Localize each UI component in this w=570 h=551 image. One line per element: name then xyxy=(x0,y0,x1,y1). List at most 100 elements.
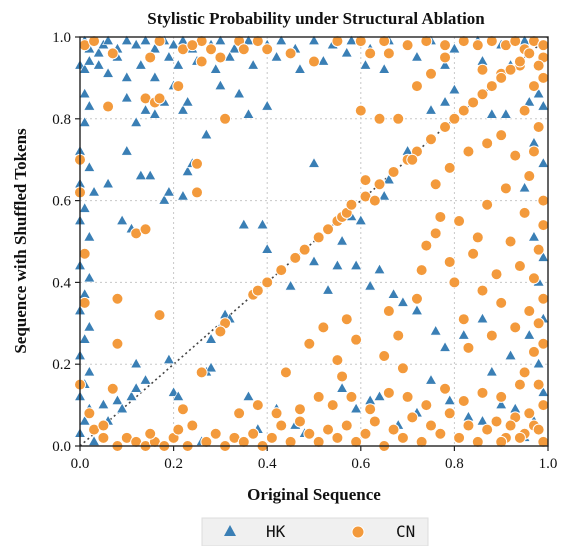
hk-point xyxy=(205,361,217,373)
cn-point xyxy=(443,255,456,268)
x-tick-label: 1.0 xyxy=(539,456,558,472)
hk-point xyxy=(214,34,227,45)
cn-point xyxy=(485,35,498,48)
hk-point xyxy=(148,71,161,82)
hk-point xyxy=(125,390,138,401)
cn-point xyxy=(275,264,288,277)
cn-point xyxy=(186,419,199,432)
cn-point xyxy=(495,71,508,84)
hk-point xyxy=(148,108,161,119)
cn-point xyxy=(485,329,498,342)
cn-point xyxy=(78,296,91,309)
hk-point xyxy=(532,357,545,369)
hk-point xyxy=(294,63,306,74)
cn-point xyxy=(420,239,433,252)
hk-point xyxy=(102,34,114,45)
cn-point xyxy=(495,129,508,142)
cn-point xyxy=(317,321,330,334)
cn-point xyxy=(382,386,395,399)
legend-marker-hk xyxy=(224,525,236,536)
cn-point xyxy=(251,284,264,297)
hk-point xyxy=(425,373,437,385)
hk-point xyxy=(83,365,96,377)
cn-point xyxy=(233,407,246,420)
hk-point xyxy=(102,67,114,78)
hk-point xyxy=(397,296,409,307)
cn-point xyxy=(462,419,475,432)
y-tick-label: 0.0 xyxy=(52,439,71,455)
hk-point xyxy=(322,283,334,295)
hk-point xyxy=(205,333,217,344)
hk-point xyxy=(284,279,297,291)
cn-point xyxy=(518,206,531,219)
cn-point xyxy=(279,366,292,379)
cn-point xyxy=(298,243,311,256)
cn-point xyxy=(513,260,526,273)
hk-point xyxy=(448,83,461,95)
hk-point xyxy=(102,177,114,189)
hk-point xyxy=(476,312,489,324)
y-axis-label: Sequence with Shuffled Tokens xyxy=(11,128,30,354)
cn-point xyxy=(485,80,498,93)
cn-point xyxy=(106,382,119,395)
cn-point xyxy=(97,431,110,444)
cn-point xyxy=(270,407,283,420)
cn-point xyxy=(504,63,517,76)
cn-point xyxy=(312,435,325,448)
cn-point xyxy=(527,272,540,285)
cn-point xyxy=(476,284,489,297)
hk-point xyxy=(233,87,246,99)
hk-point xyxy=(532,87,545,99)
hk-point xyxy=(439,59,451,70)
hk-point xyxy=(350,402,363,414)
hk-point xyxy=(443,394,456,405)
cn-point xyxy=(106,47,119,60)
cn-point xyxy=(415,435,428,448)
cn-point xyxy=(265,431,278,444)
hk-point xyxy=(425,104,437,115)
y-axis-ticks: 0.0 0.2 0.4 0.6 0.8 1.0 xyxy=(52,30,80,455)
cn-point xyxy=(439,39,452,52)
hk-point xyxy=(78,414,91,426)
hk-point xyxy=(92,46,105,58)
hk-point xyxy=(134,169,147,180)
cn-point xyxy=(378,35,391,48)
hk-point xyxy=(518,181,531,193)
cn-point xyxy=(191,157,203,170)
hk-point xyxy=(499,108,512,119)
cn-point xyxy=(443,161,456,174)
cn-point xyxy=(537,435,550,448)
cn-point xyxy=(523,170,536,183)
hk-point xyxy=(429,324,442,336)
cn-point xyxy=(527,145,540,158)
hk-point xyxy=(120,71,133,82)
hk-point xyxy=(247,59,260,70)
hk-point xyxy=(242,108,255,119)
cn-point xyxy=(527,345,540,358)
legend-marker-cn xyxy=(351,525,365,539)
cn-point xyxy=(354,35,367,48)
cn-point xyxy=(144,427,157,440)
hk-point xyxy=(78,63,91,74)
hk-point xyxy=(270,50,283,62)
chart-title: Stylistic Probability under Structural A… xyxy=(147,9,485,28)
hk-point xyxy=(275,34,288,45)
cn-point xyxy=(467,96,480,109)
legend-label-hk: HK xyxy=(266,522,286,541)
cn-point xyxy=(481,198,494,211)
hk-point xyxy=(120,34,133,45)
cn-point xyxy=(509,35,522,48)
hk-point xyxy=(308,255,320,266)
cn-point xyxy=(532,59,545,72)
hk-point xyxy=(120,144,133,156)
hk-point xyxy=(144,169,157,180)
cn-point xyxy=(373,178,386,191)
cn-point xyxy=(457,104,470,117)
hk-point xyxy=(528,136,540,148)
cn-point xyxy=(195,55,208,68)
cn-point xyxy=(144,51,157,64)
hk-point xyxy=(83,161,96,172)
cn-point xyxy=(308,55,320,68)
cn-point xyxy=(439,120,452,133)
